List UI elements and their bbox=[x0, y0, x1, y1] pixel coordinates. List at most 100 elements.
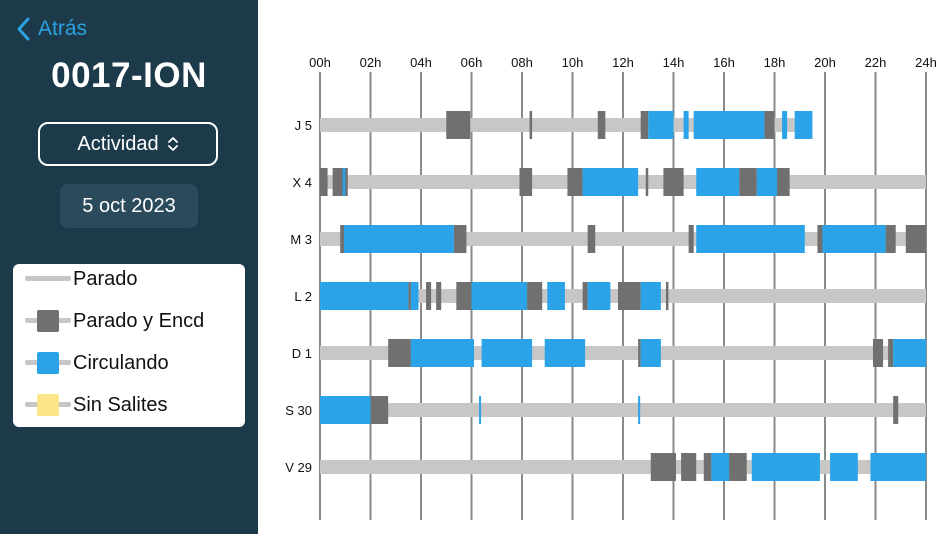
segment-parado-encd bbox=[456, 282, 472, 310]
segment-parado-encd bbox=[519, 168, 533, 196]
view-selector[interactable]: Actividad bbox=[38, 122, 218, 166]
row-label: D 1 bbox=[292, 346, 312, 361]
segment-circulando bbox=[696, 168, 740, 196]
x-tick-label: 02h bbox=[360, 55, 382, 70]
segment-parado-encd bbox=[764, 111, 775, 139]
segment-circulando bbox=[640, 339, 661, 367]
segment-parado-encd bbox=[905, 225, 926, 253]
segment-parado-encd bbox=[527, 282, 543, 310]
x-tick-label: 22h bbox=[865, 55, 887, 70]
segment-parado-encd bbox=[872, 339, 884, 367]
segment-circulando bbox=[782, 111, 788, 139]
legend-item-circulando: Circulando bbox=[13, 348, 245, 378]
row-label: V 29 bbox=[285, 460, 312, 475]
legend-item-parado-encd: Parado y Encd bbox=[13, 306, 245, 336]
back-button[interactable]: Atrás bbox=[16, 14, 87, 44]
row-label: J 5 bbox=[295, 118, 312, 133]
segment-parado-encd bbox=[408, 282, 411, 310]
date-button[interactable]: 5 oct 2023 bbox=[60, 184, 198, 228]
chevron-left-icon bbox=[17, 17, 30, 41]
legend-swatch-parado-encd bbox=[25, 306, 71, 336]
segment-circulando bbox=[830, 453, 858, 481]
segment-parado-encd bbox=[665, 282, 669, 310]
x-tick-label: 20h bbox=[814, 55, 836, 70]
segment-circulando bbox=[481, 339, 533, 367]
row-label: M 3 bbox=[290, 232, 312, 247]
x-tick-label: 08h bbox=[511, 55, 533, 70]
segment-circulando bbox=[794, 111, 813, 139]
back-label: Atrás bbox=[38, 17, 88, 40]
segment-circulando bbox=[410, 282, 419, 310]
segment-parado-encd bbox=[388, 339, 411, 367]
segment-circulando bbox=[587, 282, 611, 310]
x-tick-label: 18h bbox=[764, 55, 786, 70]
segment-parado-encd bbox=[817, 225, 823, 253]
legend-label: Sin Salites bbox=[73, 393, 168, 416]
segment-circulando bbox=[893, 339, 926, 367]
segment-parado-encd bbox=[645, 168, 649, 196]
segment-parado-encd bbox=[888, 339, 894, 367]
segment-circulando bbox=[343, 225, 454, 253]
sidebar: Atrás 0017-ION Actividad 5 oct 2023 Para… bbox=[0, 0, 258, 534]
legend-swatch-parado bbox=[25, 264, 71, 294]
segment-parado bbox=[320, 403, 926, 417]
segment-parado bbox=[320, 118, 813, 132]
segment-parado-encd bbox=[529, 111, 533, 139]
segment-parado-encd bbox=[729, 453, 747, 481]
segment-circulando bbox=[479, 396, 482, 424]
segment-circulando bbox=[756, 168, 778, 196]
segment-circulando bbox=[342, 168, 346, 196]
legend-swatch-sin-salites bbox=[25, 390, 71, 420]
segment-parado-encd bbox=[681, 453, 697, 481]
segment-circulando bbox=[638, 396, 641, 424]
segment-parado-encd bbox=[320, 168, 328, 196]
x-tick-label: 04h bbox=[410, 55, 432, 70]
vehicle-title: 0017-ION bbox=[51, 56, 207, 95]
x-tick-label: 06h bbox=[461, 55, 483, 70]
legend-item-sin-salites: Sin Salites bbox=[13, 390, 245, 420]
segment-parado-encd bbox=[370, 396, 389, 424]
x-tick-label: 16h bbox=[713, 55, 735, 70]
segment-parado-encd bbox=[567, 168, 583, 196]
segment-circulando bbox=[696, 225, 805, 253]
segment-parado-encd bbox=[446, 111, 471, 139]
segment-parado-encd bbox=[617, 282, 641, 310]
segment-parado-encd bbox=[340, 225, 344, 253]
segment-parado-encd bbox=[663, 168, 684, 196]
segment-circulando bbox=[582, 168, 639, 196]
segment-circulando bbox=[711, 453, 730, 481]
segment-parado-encd bbox=[650, 453, 677, 481]
segment-circulando bbox=[471, 282, 528, 310]
segment-parado-encd bbox=[582, 282, 588, 310]
segment-parado-encd bbox=[640, 111, 649, 139]
segment-circulando bbox=[683, 111, 689, 139]
row-label: L 2 bbox=[294, 289, 312, 304]
date-label: 5 oct 2023 bbox=[82, 194, 176, 217]
legend-item-parado: Parado bbox=[13, 264, 245, 294]
segment-circulando bbox=[320, 282, 409, 310]
row-label: X 4 bbox=[292, 175, 312, 190]
segment-circulando bbox=[870, 453, 926, 481]
segment-parado-encd bbox=[332, 168, 348, 196]
view-selector-label: Actividad bbox=[77, 132, 159, 155]
segment-circulando bbox=[648, 111, 674, 139]
segment-circulando bbox=[751, 453, 820, 481]
legend: Parado Parado y Encd Circulando Sin Sali… bbox=[13, 264, 245, 427]
activity-chart-area: 00h 02h 04h 06h 08h 10h 12h 14h 16h 18h 20h 22h 24h J… bbox=[258, 0, 950, 534]
segment-parado-encd bbox=[587, 225, 596, 253]
x-tick-label: 00h bbox=[309, 55, 331, 70]
x-tick-label: 10h bbox=[562, 55, 584, 70]
segment-parado-encd bbox=[885, 225, 896, 253]
x-tick-label: 24h bbox=[915, 55, 937, 70]
row-label: S 30 bbox=[285, 403, 312, 418]
segment-circulando bbox=[693, 111, 765, 139]
legend-label: Parado bbox=[73, 267, 138, 290]
segment-parado-encd bbox=[597, 111, 606, 139]
legend-swatch-circulando bbox=[25, 348, 71, 378]
chevron-up-down-icon bbox=[167, 137, 178, 151]
segment-parado-encd bbox=[739, 168, 757, 196]
x-tick-label: 14h bbox=[663, 55, 685, 70]
segment-circulando bbox=[547, 282, 565, 310]
segment-circulando bbox=[410, 339, 475, 367]
segment-parado-encd bbox=[426, 282, 432, 310]
